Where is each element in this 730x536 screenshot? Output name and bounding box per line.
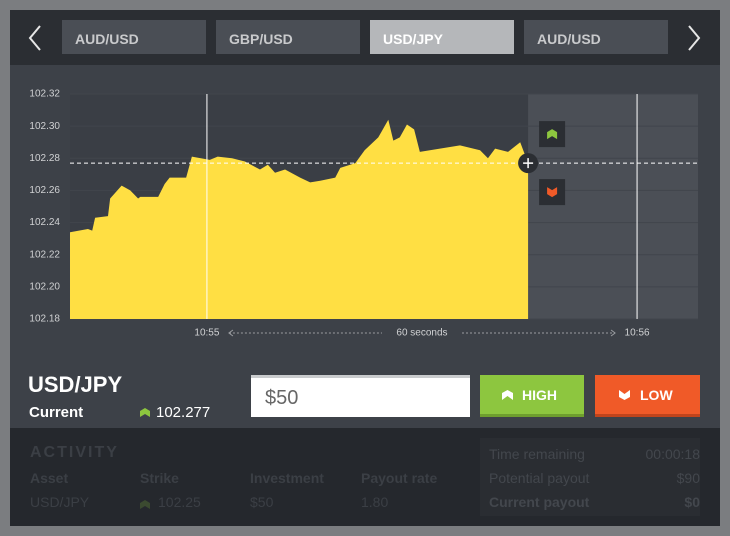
current-label: Current: [29, 404, 84, 421]
up-icon: [140, 408, 150, 417]
current-price: 102.277: [156, 404, 211, 421]
price-area: [70, 119, 529, 319]
y-tick-label: 102.28: [29, 153, 60, 164]
summary-label: Time remaining: [489, 446, 585, 462]
y-tick-label: 102.30: [29, 121, 60, 132]
summary-box: [480, 438, 700, 516]
cell: 102.25: [158, 494, 201, 510]
y-tick-label: 102.22: [29, 249, 60, 260]
activity-panel: ACTIVITY Asset Strike Investment Payout rat…: [10, 428, 720, 526]
tab[interactable]: USD/JPY: [370, 20, 514, 54]
up-marker-icon: [547, 129, 558, 140]
summary-value: 00:00:18: [645, 446, 701, 462]
low-label: LOW: [640, 387, 673, 403]
amount-input[interactable]: $50: [251, 375, 470, 417]
high-button[interactable]: HIGH: [480, 375, 584, 417]
symbol: USD/JPY: [28, 372, 123, 397]
span-arrow: [228, 329, 234, 337]
y-tick-label: 102.20: [29, 281, 60, 292]
nav-bar: AUD/USD GBP/USD USD/JPY AUD/USD: [10, 10, 720, 65]
tab[interactable]: GBP/USD: [216, 20, 360, 54]
crosshair: [523, 158, 534, 169]
y-tick-label: 102.32: [29, 89, 60, 100]
cell: 1.80: [361, 494, 389, 510]
trade-panel: USD/JPY Current 102.277 $50 HIGH LOW: [10, 350, 720, 428]
x-tick-label: 10:55: [194, 328, 219, 339]
summary-label: Potential payout: [489, 470, 590, 486]
activity-title: ACTIVITY: [30, 444, 119, 461]
chart: 102.18 102.20 102.22 102.24 102.26 102.28 102.…: [29, 89, 698, 339]
next-arrow[interactable]: [687, 25, 701, 51]
cell: $50: [250, 494, 274, 510]
column-header: Asset: [30, 470, 69, 486]
summary-label: Current payout: [489, 494, 590, 510]
span-annotation: 60 seconds: [396, 328, 447, 339]
summary-value: $90: [676, 470, 700, 486]
y-tick-label: 102.26: [29, 185, 60, 196]
tab[interactable]: AUD/USD: [62, 20, 206, 54]
high-icon: [502, 390, 513, 400]
summary-value: $0: [684, 494, 700, 510]
span-arrow: [610, 329, 616, 337]
down-marker-icon: [547, 187, 558, 198]
column-header: Strike: [140, 470, 179, 486]
tab[interactable]: AUD/USD: [524, 20, 668, 54]
x-tick-label: 10:56: [625, 328, 650, 339]
cell: USD/JPY: [30, 494, 90, 510]
column-header: Investment: [250, 470, 324, 486]
low-button[interactable]: LOW: [595, 375, 700, 417]
y-tick-label: 102.18: [29, 314, 60, 325]
app: AUD/USD GBP/USD USD/JPY AUD/USD 102.18 102.2…: [10, 10, 720, 526]
strike-icon: [140, 497, 150, 509]
high-label: HIGH: [522, 387, 557, 403]
y-tick-label: 102.24: [29, 217, 60, 228]
low-icon: [619, 390, 630, 400]
column-header: Payout rate: [361, 470, 438, 486]
prev-arrow[interactable]: [28, 25, 42, 51]
